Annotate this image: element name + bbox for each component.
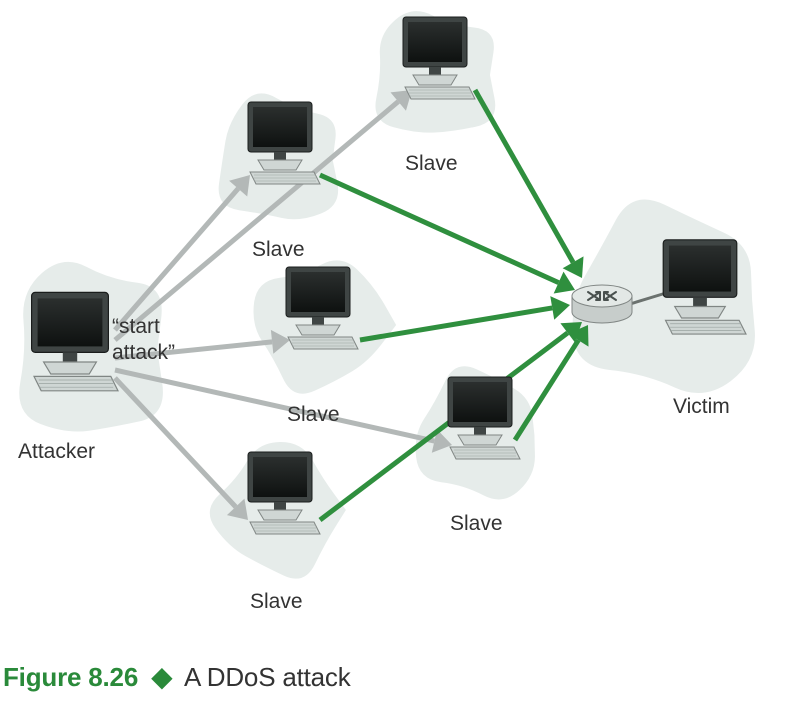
diamond-icon: ◆ bbox=[145, 661, 178, 692]
start-attack-label-line2: attack” bbox=[112, 341, 175, 365]
slave2-label: Slave bbox=[405, 152, 458, 176]
figure-number: Figure 8.26 bbox=[3, 662, 138, 692]
attacker-label: Attacker bbox=[18, 440, 95, 464]
slave1-label: Slave bbox=[252, 238, 305, 262]
figure-caption: Figure 8.26 ◆ A DDoS attack bbox=[3, 660, 351, 693]
start-attack-label-line1: “start bbox=[112, 315, 160, 339]
slave3-label: Slave bbox=[287, 403, 340, 427]
figure-title: A DDoS attack bbox=[184, 662, 350, 692]
slave4-label: Slave bbox=[450, 512, 503, 536]
victim-label: Victim bbox=[673, 395, 730, 419]
slave5-label: Slave bbox=[250, 590, 303, 614]
